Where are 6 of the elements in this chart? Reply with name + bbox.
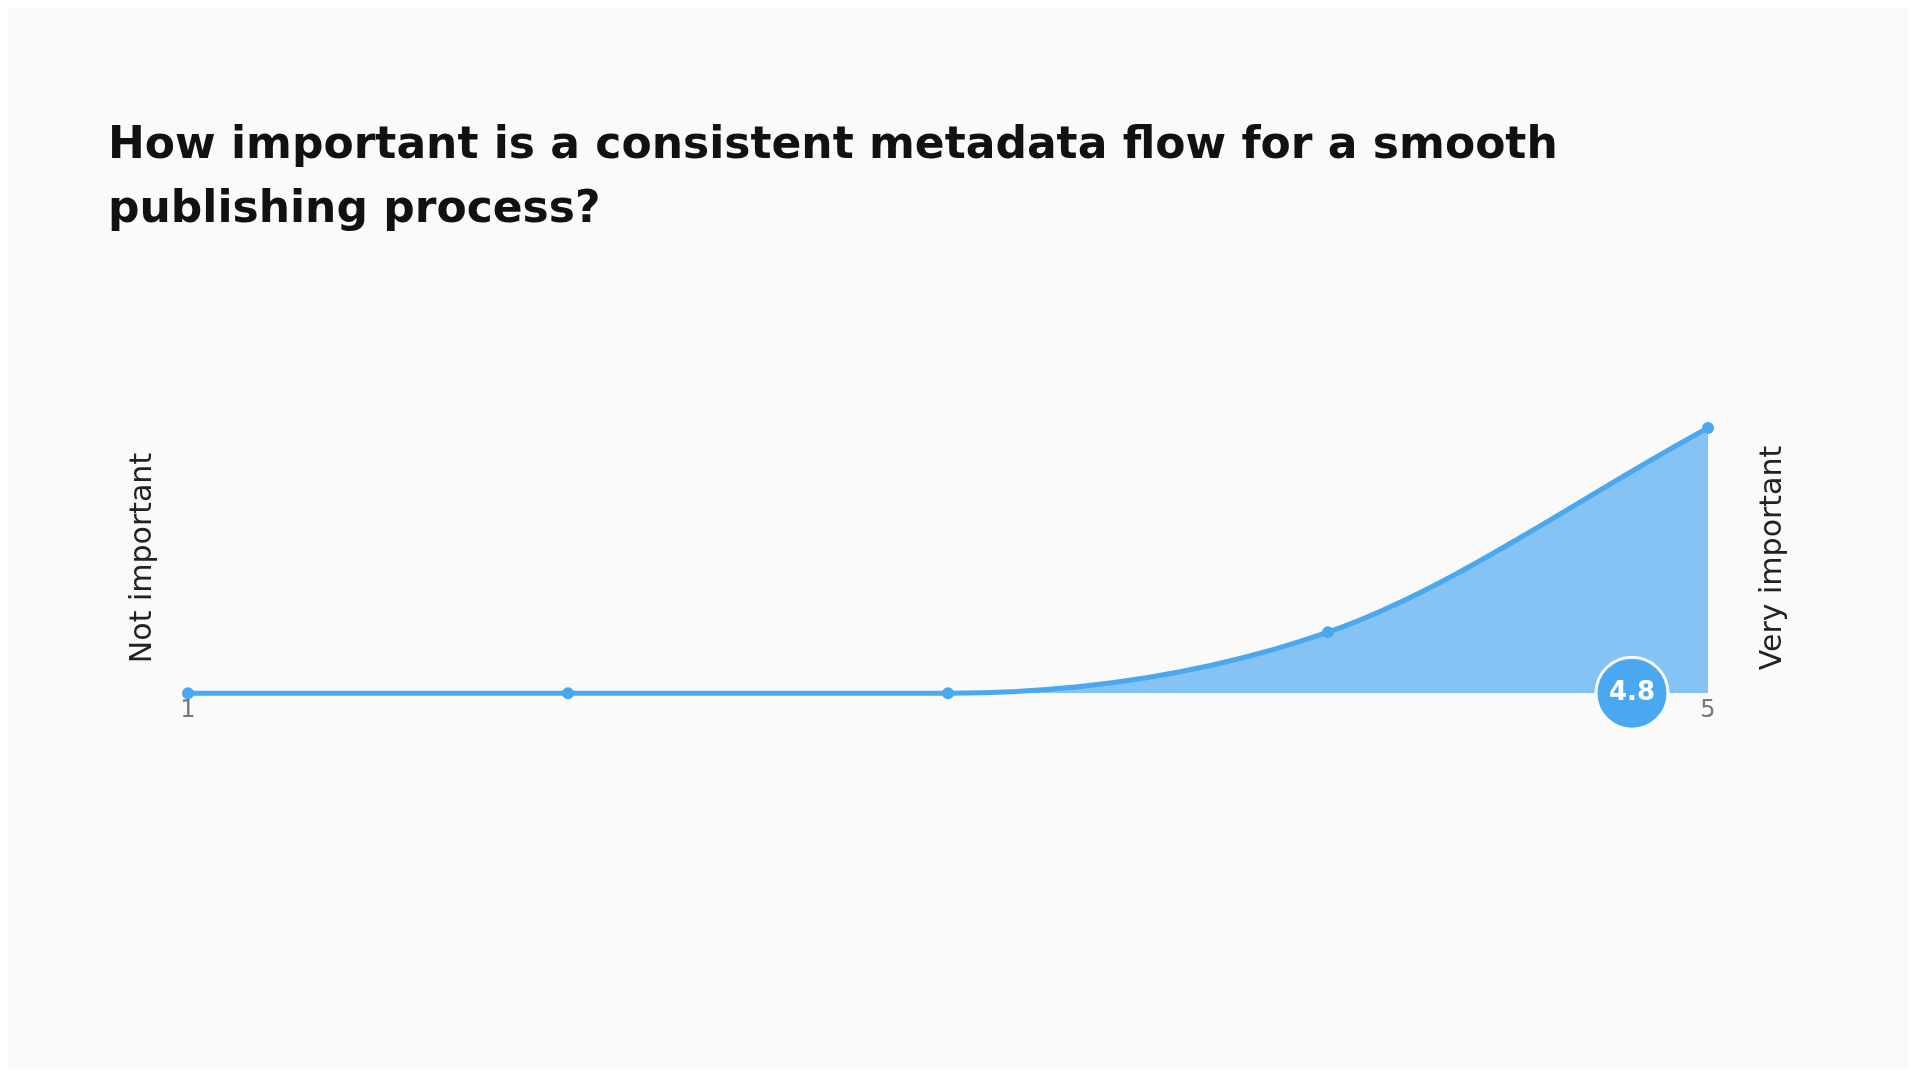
y-axis-title: Not important <box>122 452 158 664</box>
chart-title: How important is a consistent metadata flow for a smooth publishing process? <box>108 117 1558 232</box>
y2-axis-title: Very important <box>1752 445 1788 671</box>
x-tick-label: 1 <box>180 694 196 723</box>
annotation: 4.8 <box>1608 675 1656 706</box>
x-tick-label: 5 <box>1700 694 1716 723</box>
